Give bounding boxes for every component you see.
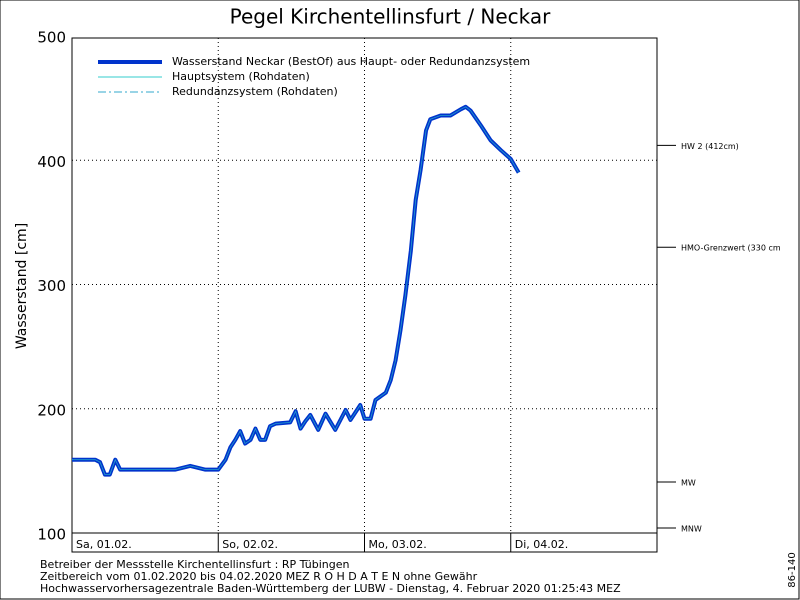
y-tick-label: 100 xyxy=(37,526,66,544)
x-tick-label: Di, 04.02. xyxy=(515,538,569,551)
y-axis-label: Wasserstand [cm] xyxy=(14,223,30,349)
footer-text: Betreiber der Messstelle Kirchentellinsf… xyxy=(40,558,350,571)
side-text: 86-140 xyxy=(787,552,798,587)
reference-label: HW 2 (412cm) xyxy=(681,142,739,151)
y-tick-label: 300 xyxy=(37,277,66,295)
series-line-core xyxy=(72,106,520,476)
footer-text: Hochwasservorhersagezentrale Baden-Württ… xyxy=(40,582,621,595)
legend-label: Hauptsystem (Rohdaten) xyxy=(172,70,310,83)
x-tick-label: So, 02.02. xyxy=(222,538,278,551)
reference-label: MW xyxy=(681,479,696,488)
reference-label: MNW xyxy=(681,525,702,534)
y-tick-label: 200 xyxy=(37,401,66,419)
legend-label: Redundanzsystem (Rohdaten) xyxy=(172,85,338,98)
footer-text: Zeitbereich vom 01.02.2020 bis 04.02.202… xyxy=(40,570,478,583)
chart-title: Pegel Kirchentellinsfurt / Neckar xyxy=(230,5,552,29)
x-tick-label: Mo, 03.02. xyxy=(369,538,427,551)
y-tick-label: 400 xyxy=(37,153,66,171)
y-tick-label: 500 xyxy=(37,29,66,47)
x-tick-label: Sa, 01.02. xyxy=(76,538,132,551)
reference-label: HMO-Grenzwert (330 cm xyxy=(681,244,781,253)
legend-label: Wasserstand Neckar (BestOf) aus Haupt- o… xyxy=(172,55,530,68)
